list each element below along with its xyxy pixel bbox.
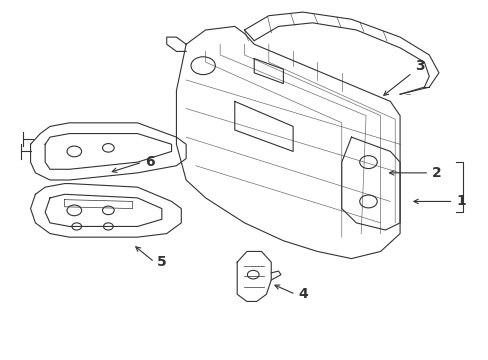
Text: 4: 4 [297, 287, 307, 301]
Text: 5: 5 [157, 255, 166, 269]
Text: 1: 1 [455, 194, 465, 208]
Text: 2: 2 [431, 166, 441, 180]
Text: 3: 3 [414, 59, 424, 73]
Text: 6: 6 [144, 155, 154, 169]
